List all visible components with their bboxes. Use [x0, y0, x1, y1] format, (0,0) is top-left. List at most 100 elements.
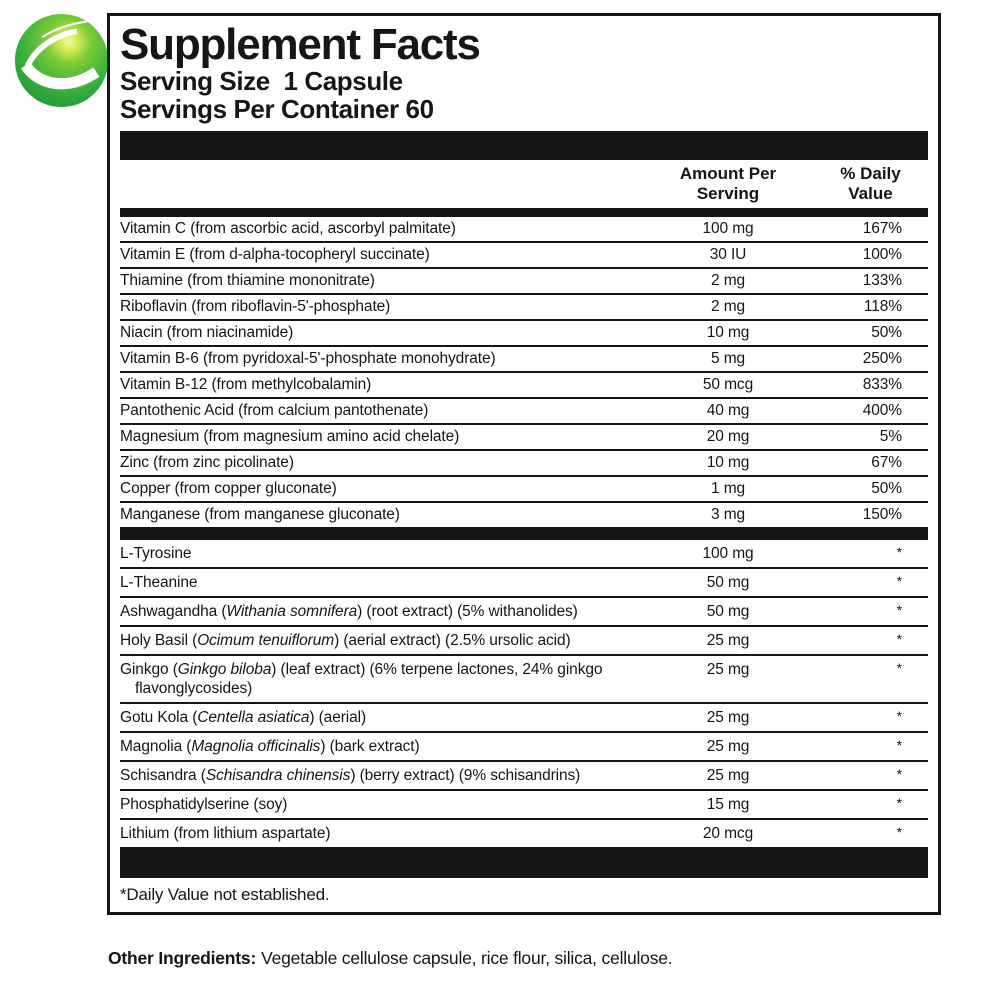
- daily-value-percent: 150%: [862, 506, 902, 524]
- amount-header-line2: Serving: [696, 184, 760, 204]
- daily-value-percent: 118%: [863, 298, 902, 316]
- ingredient-name: Riboflavin (from riboflavin-5'-phosphate…: [120, 298, 391, 316]
- amount-per-serving-value: 5 mg: [710, 350, 746, 368]
- column-header-row: Amount Per Serving % Daily Value: [120, 160, 928, 208]
- daily-value-percent: *: [896, 602, 902, 619]
- amount-header-line1: Amount Per: [679, 164, 777, 184]
- ingredient-name: Ginkgo (Ginkgo biloba) (leaf extract) (6…: [120, 661, 603, 698]
- table-row: Zinc (from zinc picolinate) 10 mg 67%: [120, 451, 928, 478]
- amount-per-serving-value: 10 mg: [706, 454, 750, 472]
- ingredient-name: L-Theanine: [120, 574, 198, 592]
- daily-value-percent: *: [896, 766, 902, 783]
- daily-value-percent: *: [896, 573, 902, 590]
- ingredient-name: Phosphatidylserine (soy): [120, 796, 288, 814]
- daily-value-percent: *: [896, 824, 902, 841]
- amount-per-serving-value: 2 mg: [710, 298, 746, 316]
- table-row: Ashwagandha (Withania somnifera) (root e…: [120, 598, 928, 628]
- daily-value-percent: *: [896, 708, 902, 725]
- bottom-divider-bar: [120, 849, 928, 879]
- dv-header-line1: % Daily: [840, 164, 901, 184]
- amount-per-serving-value: 10 mg: [706, 324, 750, 342]
- table-row: Ginkgo (Ginkgo biloba) (leaf extract) (6…: [120, 656, 928, 705]
- amount-per-serving-value: 2 mg: [710, 272, 746, 290]
- daily-value-percent: *: [896, 544, 902, 561]
- daily-value-percent: 50%: [871, 480, 902, 498]
- serving-size: Serving Size 1 Capsule: [120, 66, 403, 96]
- amount-per-serving-value: 3 mg: [710, 506, 746, 524]
- table-row: Schisandra (Schisandra chinensis) (berry…: [120, 762, 928, 792]
- daily-value-footnote: *Daily Value not established.: [120, 885, 330, 905]
- facts-section-vitamins-minerals: Vitamin C (from ascorbic acid, ascorbyl …: [120, 217, 928, 530]
- amount-per-serving-value: 30 IU: [709, 246, 747, 264]
- table-row: Thiamine (from thiamine mononitrate) 2 mg…: [120, 269, 928, 296]
- table-row: Manganese (from manganese gluconate) 3 mg…: [120, 503, 928, 530]
- panel-title: Supplement Facts: [120, 20, 481, 69]
- table-row: Niacin (from niacinamide) 10 mg 50%: [120, 321, 928, 348]
- table-row: Vitamin B-6 (from pyridoxal-5'-phosphate…: [120, 347, 928, 374]
- table-row: Lithium (from lithium aspartate) 20 mcg *: [120, 820, 928, 850]
- header-spacer: [120, 164, 643, 204]
- ingredient-name: Lithium (from lithium aspartate): [120, 825, 331, 843]
- ingredient-name: Magnesium (from magnesium amino acid che…: [120, 428, 460, 446]
- ingredient-name: Zinc (from zinc picolinate): [120, 454, 294, 472]
- daily-value-percent: *: [896, 631, 902, 648]
- daily-value-percent: *: [896, 795, 902, 812]
- daily-value-percent: *: [896, 737, 902, 754]
- ingredient-name: Pantothenic Acid (from calcium pantothen…: [120, 402, 429, 420]
- table-row: Vitamin E (from d-alpha-tocopheryl succi…: [120, 243, 928, 270]
- daily-value-percent: 400%: [862, 402, 902, 420]
- daily-value-percent: 100%: [862, 246, 902, 264]
- table-row: Riboflavin (from riboflavin-5'-phosphate…: [120, 295, 928, 322]
- ingredient-name: Vitamin C (from ascorbic acid, ascorbyl …: [120, 220, 456, 238]
- ingredient-name: Magnolia (Magnolia officinalis) (bark ex…: [120, 738, 420, 756]
- table-row: Copper (from copper gluconate) 1 mg 50%: [120, 477, 928, 504]
- header-divider-bar: [120, 208, 928, 218]
- amount-per-serving-value: 1 mg: [710, 480, 746, 498]
- daily-value-percent: 250%: [862, 350, 902, 368]
- ingredient-name: Schisandra (Schisandra chinensis) (berry…: [120, 767, 581, 785]
- table-row: Vitamin B-12 (from methylcobalamin) 50 mc…: [120, 373, 928, 400]
- daily-value-percent: 50%: [871, 324, 902, 342]
- amount-per-serving-value: 25 mg: [706, 661, 750, 679]
- amount-per-serving-value: 50 mcg: [702, 376, 754, 394]
- amount-per-serving-value: 20 mcg: [702, 825, 754, 843]
- daily-value-percent: 167%: [862, 220, 902, 238]
- ingredient-name: Thiamine (from thiamine mononitrate): [120, 272, 375, 290]
- other-ingredients-line: Other Ingredients: Vegetable cellulose ca…: [108, 948, 673, 969]
- green-globe-swoosh-icon: [14, 13, 109, 108]
- amount-per-serving-value: 25 mg: [706, 767, 750, 785]
- table-row: Holy Basil (Ocimum tenuiflorum) (aerial …: [120, 627, 928, 657]
- daily-value-column-header: % Daily Value: [813, 164, 928, 204]
- amount-per-serving-value: 40 mg: [706, 402, 750, 420]
- other-ingredients-text: Vegetable cellulose capsule, rice flour,…: [261, 948, 673, 968]
- supplement-facts-panel: Supplement Facts Serving Size 1 Capsule …: [107, 13, 941, 916]
- amount-per-serving-value: 20 mg: [706, 428, 750, 446]
- table-row: Phosphatidylserine (soy) 15 mg *: [120, 791, 928, 821]
- ingredient-name: Niacin (from niacinamide): [120, 324, 294, 342]
- ingredient-name: Manganese (from manganese gluconate): [120, 506, 400, 524]
- amount-per-serving-value: 100 mg: [702, 545, 754, 563]
- table-row: Vitamin C (from ascorbic acid, ascorbyl …: [120, 217, 928, 244]
- table-row: Gotu Kola (Centella asiatica) (aerial) 25…: [120, 704, 928, 734]
- amount-per-serving-value: 50 mg: [706, 574, 750, 592]
- daily-value-percent: 833%: [862, 376, 902, 394]
- ingredient-name: Vitamin B-12 (from methylcobalamin): [120, 376, 372, 394]
- ingredient-name: Vitamin B-6 (from pyridoxal-5'-phosphate…: [120, 350, 496, 368]
- other-ingredients-label: Other Ingredients:: [108, 948, 257, 968]
- amount-per-serving-value: 25 mg: [706, 738, 750, 756]
- daily-value-percent: 67%: [871, 454, 902, 472]
- brand-logo: [13, 12, 110, 109]
- table-row: L-Tyrosine 100 mg *: [120, 540, 928, 570]
- ingredient-name: Ashwagandha (Withania somnifera) (root e…: [120, 603, 578, 621]
- amount-per-serving-value: 100 mg: [702, 220, 754, 238]
- table-row: Magnesium (from magnesium amino acid che…: [120, 425, 928, 452]
- amount-per-serving-value: 25 mg: [706, 632, 750, 650]
- table-row: Magnolia (Magnolia officinalis) (bark ex…: [120, 733, 928, 763]
- daily-value-percent: 133%: [862, 272, 902, 290]
- table-row: Pantothenic Acid (from calcium pantothen…: [120, 399, 928, 426]
- amount-column-header: Amount Per Serving: [643, 164, 813, 204]
- ingredient-name: Holy Basil (Ocimum tenuiflorum) (aerial …: [120, 632, 571, 650]
- ingredient-name: Copper (from copper gluconate): [120, 480, 337, 498]
- top-divider-bar: [120, 131, 928, 161]
